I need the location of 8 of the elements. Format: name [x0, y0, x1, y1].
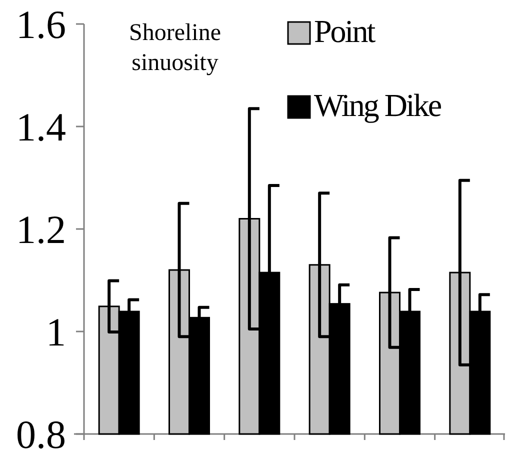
text: Shoreline sinuosity: [129, 20, 221, 76]
legend-label: Point: [314, 13, 376, 49]
y-tick-label: 0.8: [16, 412, 66, 456]
legend-label: Wing Dike: [314, 87, 442, 123]
y-tick-label: 1.6: [16, 2, 66, 47]
y-tick-label: 1.4: [16, 104, 66, 150]
y-tick-label: 1.2: [16, 207, 66, 252]
y-tick-label: 1: [46, 310, 66, 354]
